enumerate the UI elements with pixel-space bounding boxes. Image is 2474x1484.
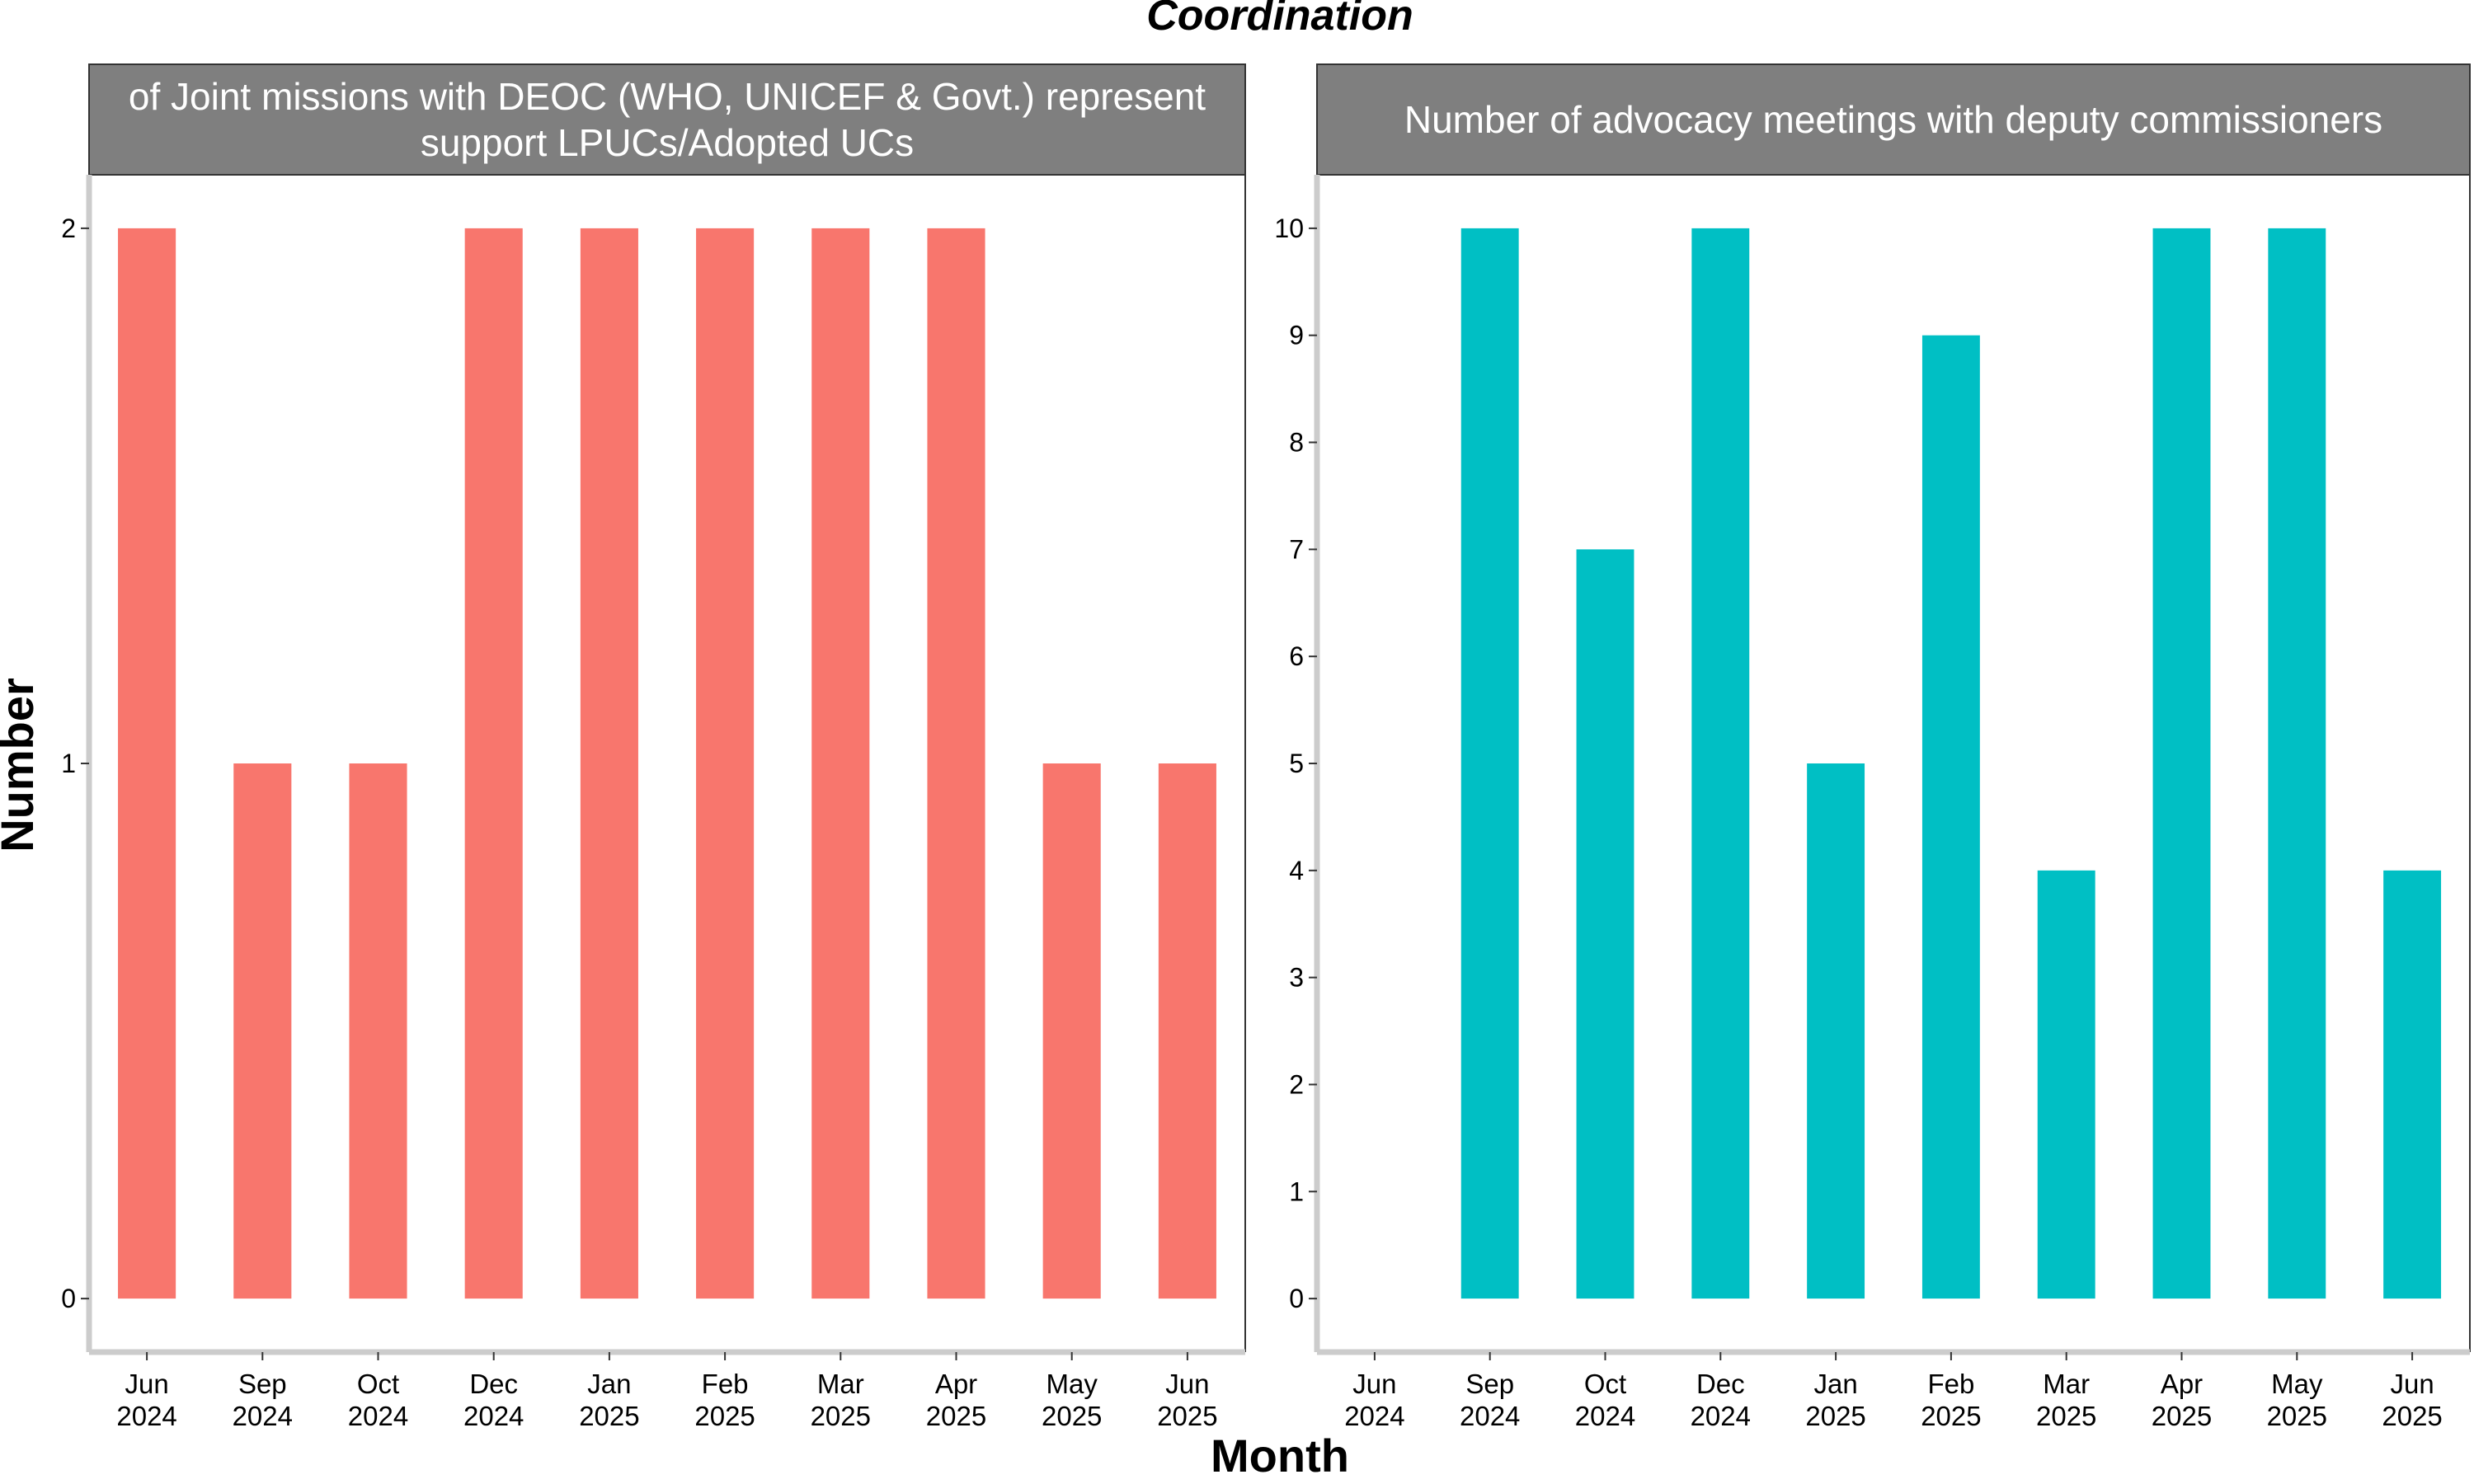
right-x-tick-label-year: 2024 <box>1460 1401 1520 1431</box>
left-x-tick-label-year: 2025 <box>579 1401 639 1431</box>
right-bar <box>2037 870 2095 1299</box>
right-x-tick-label-year: 2024 <box>1575 1401 1635 1431</box>
left-y-tick-label: 2 <box>61 214 76 243</box>
right-y-tick-label: 4 <box>1289 856 1304 885</box>
left-x-tick-label-year: 2025 <box>1042 1401 1102 1431</box>
left-x-tick-label: Feb <box>702 1369 749 1399</box>
right-panel-title-line: Number of advocacy meetings with deputy … <box>1404 98 2382 141</box>
right-x-tick-label: Dec <box>1696 1369 1745 1399</box>
left-x-tick-label: Jun <box>1165 1369 1209 1399</box>
left-x-tick-label-year: 2025 <box>811 1401 871 1431</box>
left-x-tick-label-year: 2024 <box>116 1401 176 1431</box>
right-y-tick-label: 1 <box>1289 1176 1304 1206</box>
right-y-tick-label: 9 <box>1289 321 1304 350</box>
left-bar <box>1042 763 1101 1299</box>
right-bar <box>1921 335 1980 1299</box>
left-panel: of Joint missions with DEOC (WHO, UNICEF… <box>61 63 1246 1431</box>
right-bar <box>1807 763 1865 1299</box>
right-x-tick-label: Feb <box>1927 1369 1974 1399</box>
left-bar <box>927 228 985 1299</box>
left-y-tick-label: 0 <box>61 1284 76 1313</box>
left-bar <box>811 228 870 1299</box>
left-bar <box>464 228 523 1299</box>
right-x-tick-label-year: 2025 <box>2036 1401 2096 1431</box>
right-bar <box>1576 549 1634 1299</box>
left-panel-title-line: of Joint missions with DEOC (WHO, UNICEF… <box>129 75 1206 118</box>
right-x-tick-label-year: 2024 <box>1691 1401 1751 1431</box>
left-x-tick-label-year: 2024 <box>463 1401 524 1431</box>
right-x-tick-label: Jun <box>2390 1369 2434 1399</box>
left-x-tick-label-year: 2024 <box>233 1401 293 1431</box>
right-x-tick-label: Mar <box>2043 1369 2090 1399</box>
right-x-tick-label-year: 2025 <box>1921 1401 1981 1431</box>
left-x-tick-label: Apr <box>935 1369 977 1399</box>
right-x-tick-label: May <box>2271 1369 2323 1399</box>
right-x-tick-label: Jun <box>1352 1369 1396 1399</box>
left-x-tick-label: Mar <box>817 1369 864 1399</box>
right-bar <box>1691 228 1750 1299</box>
left-bar <box>233 763 292 1299</box>
left-x-tick-label: Oct <box>357 1369 399 1399</box>
x-axis-label: Month <box>1211 1430 1349 1482</box>
right-bar <box>2152 228 2211 1299</box>
right-y-tick-label: 8 <box>1289 428 1304 458</box>
left-x-tick-label: Jan <box>587 1369 631 1399</box>
right-y-tick-label: 6 <box>1289 641 1304 671</box>
right-panel: Number of advocacy meetings with deputy … <box>1274 63 2471 1431</box>
left-x-tick-label: Jun <box>125 1369 168 1399</box>
left-x-tick-label-year: 2025 <box>694 1401 755 1431</box>
left-bar <box>118 228 176 1299</box>
left-x-tick-label: Sep <box>238 1369 287 1399</box>
y-axis-label: Number <box>0 678 43 852</box>
left-bar <box>696 228 755 1299</box>
right-x-tick-label-year: 2025 <box>2152 1401 2212 1431</box>
right-bar <box>1460 228 1519 1299</box>
right-x-tick-label-year: 2024 <box>1344 1401 1404 1431</box>
right-x-tick-label-year: 2025 <box>2267 1401 2327 1431</box>
right-y-tick-label: 3 <box>1289 963 1304 993</box>
right-bar <box>2268 228 2326 1299</box>
right-x-tick-label: Sep <box>1465 1369 1514 1399</box>
panels: of Joint missions with DEOC (WHO, UNICEF… <box>61 63 2471 1431</box>
right-y-tick-label: 5 <box>1289 749 1304 778</box>
right-x-tick-label: Apr <box>2161 1369 2203 1399</box>
left-panel-strip <box>88 63 1246 176</box>
right-panel-strip <box>1316 63 2471 176</box>
right-x-tick-label-year: 2025 <box>1805 1401 1865 1431</box>
left-y-tick-label: 1 <box>61 749 76 778</box>
right-x-tick-label: Jan <box>1813 1369 1857 1399</box>
right-y-tick-label: 10 <box>1274 214 1304 243</box>
left-bar <box>349 763 407 1299</box>
right-x-tick-label: Oct <box>1584 1369 1626 1399</box>
left-x-tick-label-year: 2024 <box>348 1401 408 1431</box>
right-y-tick-label: 0 <box>1289 1284 1304 1313</box>
right-bar <box>2383 870 2442 1299</box>
left-bar <box>1158 763 1216 1299</box>
left-x-tick-label-year: 2025 <box>926 1401 986 1431</box>
left-panel-title-line: support LPUCs/Adopted UCs <box>421 121 914 164</box>
left-x-tick-label: May <box>1047 1369 1098 1399</box>
right-y-tick-label: 7 <box>1289 534 1304 564</box>
left-x-tick-label: Dec <box>469 1369 518 1399</box>
left-bar <box>580 228 638 1299</box>
right-x-tick-label-year: 2025 <box>2382 1401 2442 1431</box>
right-y-tick-label: 2 <box>1289 1069 1304 1099</box>
chart-title: Coordination <box>1146 0 1413 40</box>
left-x-tick-label-year: 2025 <box>1157 1401 1217 1431</box>
